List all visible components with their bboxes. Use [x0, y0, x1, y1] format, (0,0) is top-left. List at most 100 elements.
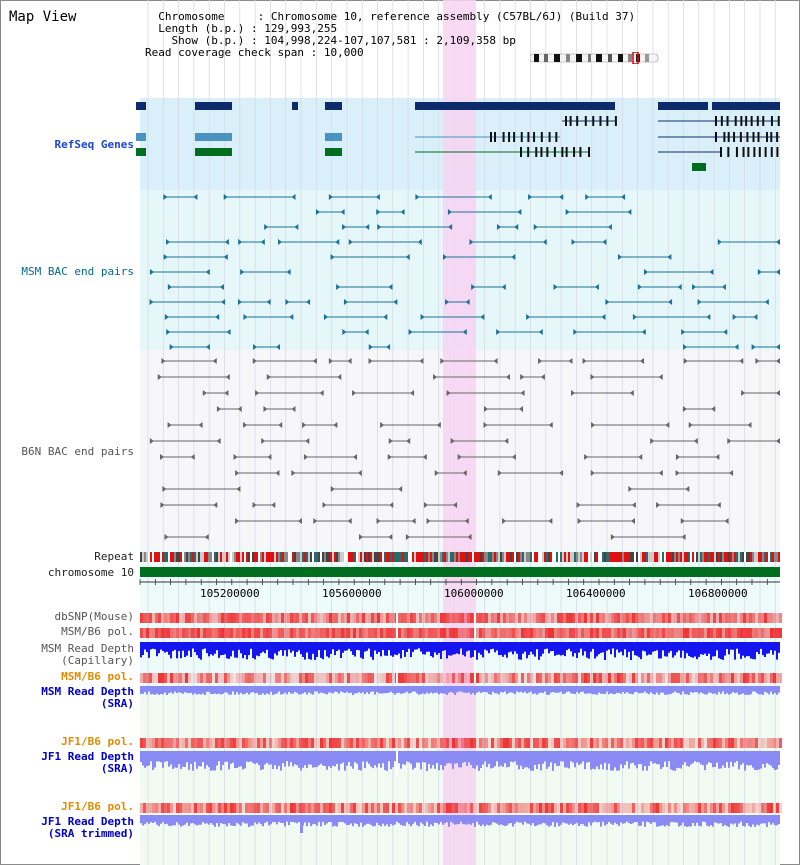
read-depth-bar — [198, 751, 200, 767]
polymorphism-bin — [557, 803, 560, 813]
label-jf1-read-depth-sra[interactable]: JF1 Read Depth (SRA) — [0, 751, 134, 775]
polymorphism-bin — [185, 738, 188, 748]
read-depth-bar — [724, 686, 726, 695]
polymorphism-bin — [329, 738, 332, 748]
label-repeat[interactable]: Repeat — [94, 550, 134, 563]
polymorphism-bin — [770, 738, 773, 748]
polymorphism-bin — [536, 613, 539, 623]
polymorphism-bin — [242, 628, 245, 638]
read-depth-bar — [732, 751, 734, 767]
read-depth-bar — [372, 642, 374, 660]
label-msm-read-depth-sra[interactable]: MSM Read Depth (SRA) — [0, 686, 134, 710]
polymorphism-bin — [713, 803, 716, 813]
polymorphism-bin — [215, 673, 218, 683]
polymorphism-bin — [524, 803, 527, 813]
read-depth-bar — [686, 815, 688, 827]
read-depth-bar — [672, 686, 674, 693]
polymorphism-bin — [542, 628, 545, 638]
read-depth-bar — [486, 686, 488, 693]
label-msm-b6-pol-1[interactable]: MSM/B6 pol. — [61, 625, 134, 638]
repeat-element — [690, 552, 692, 562]
label-msm-read-depth-capillary[interactable]: MSM Read Depth (Capillary) — [0, 643, 134, 667]
repeat-element — [736, 552, 738, 562]
read-depth-bar — [682, 642, 684, 651]
polymorphism-bin — [698, 628, 701, 638]
polymorphism-bin — [701, 628, 704, 638]
read-depth-bar — [462, 751, 464, 763]
read-depth-bar — [340, 642, 342, 658]
repeat-element — [280, 552, 282, 562]
label-jf1-read-depth-trimmed[interactable]: JF1 Read Depth (SRA trimmed) — [0, 816, 134, 840]
polymorphism-bin — [470, 803, 473, 813]
read-depth-bar — [626, 815, 628, 822]
label-jf1-b6-pol-2[interactable]: JF1/B6 pol. — [61, 800, 134, 813]
polymorphism-bin — [680, 803, 683, 813]
polymorphism-bin — [308, 738, 311, 748]
polymorphism-bin — [545, 803, 548, 813]
label-jf1-b6-pol-1[interactable]: JF1/B6 pol. — [61, 735, 134, 748]
polymorphism-bin — [527, 628, 530, 638]
gene-exon — [195, 133, 232, 141]
label-dbsnp[interactable]: dbSNP(Mouse) — [54, 610, 134, 623]
polymorphism-bin — [458, 673, 461, 683]
read-depth-bar — [158, 815, 160, 827]
polymorphism-bin — [668, 628, 671, 638]
read-depth-bar — [152, 686, 154, 695]
repeat-element — [374, 552, 376, 562]
polymorphism-bin — [764, 628, 767, 638]
polymorphism-bin — [263, 803, 266, 813]
polymorphism-bin — [440, 803, 443, 813]
gene-exon-tick — [535, 147, 538, 157]
repeat-element — [754, 552, 756, 562]
label-msm-bac-end-pairs[interactable]: MSM BAC end pairs — [21, 265, 134, 278]
read-depth-bar — [460, 686, 462, 692]
read-depth-bar — [662, 751, 664, 768]
chromosome-ideogram[interactable] — [530, 52, 660, 64]
read-depth-bar — [474, 686, 476, 695]
read-depth-bar — [762, 642, 764, 656]
bac-end-marker — [711, 406, 716, 412]
bac-end-marker — [149, 438, 154, 444]
polymorphism-bin — [557, 613, 560, 623]
read-depth-bar — [368, 751, 370, 764]
gene-exon — [195, 102, 232, 110]
label-msm-b6-pol-2[interactable]: MSM/B6 pol. — [61, 670, 134, 683]
repeat-element — [750, 552, 752, 562]
read-depth-bar — [658, 815, 660, 827]
read-depth-bar — [746, 642, 748, 657]
polymorphism-bin — [251, 628, 254, 638]
polymorphism-bin — [425, 673, 428, 683]
repeat-element — [254, 552, 256, 562]
read-depth-bar — [764, 815, 766, 824]
polymorphism-bin — [335, 803, 338, 813]
bac-end-marker — [464, 518, 469, 524]
read-depth-bar — [342, 751, 344, 763]
bac-end-marker — [469, 239, 474, 245]
bac-end-marker — [621, 194, 626, 200]
read-depth-bar — [486, 642, 488, 651]
read-depth-bar — [542, 642, 544, 654]
read-depth-bar — [696, 815, 698, 823]
polymorphism-bin — [254, 613, 257, 623]
polymorphism-bin — [734, 673, 737, 683]
read-depth-bar — [240, 751, 242, 767]
bac-end-marker — [291, 194, 296, 200]
bac-end-marker — [638, 454, 643, 460]
read-depth-bar — [726, 815, 728, 827]
polymorphism-bin — [716, 613, 719, 623]
label-refseq-genes[interactable]: RefSeq Genes — [54, 138, 134, 151]
bac-end-marker — [364, 329, 369, 335]
bac-end-marker — [166, 239, 171, 245]
polymorphism-bin — [401, 613, 404, 623]
repeat-element — [634, 552, 636, 562]
read-depth-bar — [516, 815, 518, 822]
read-depth-bar — [570, 686, 572, 694]
read-depth-bar — [522, 642, 524, 654]
polymorphism-bin — [170, 738, 173, 748]
read-depth-bar — [754, 642, 756, 660]
polymorphism-bin — [695, 673, 698, 683]
repeat-element — [764, 552, 766, 562]
label-b6n-bac-end-pairs[interactable]: B6N BAC end pairs — [21, 445, 134, 458]
read-depth-bar — [506, 686, 508, 694]
